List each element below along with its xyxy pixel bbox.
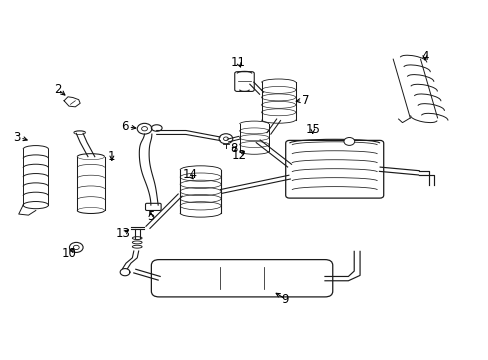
Text: 7: 7 — [302, 94, 309, 107]
FancyBboxPatch shape — [285, 140, 383, 198]
Circle shape — [223, 137, 228, 140]
Circle shape — [137, 123, 152, 134]
Text: 14: 14 — [182, 168, 197, 181]
FancyBboxPatch shape — [234, 72, 254, 91]
Text: 5: 5 — [147, 210, 154, 223]
Text: 1: 1 — [108, 150, 115, 163]
Text: 10: 10 — [61, 247, 76, 260]
Circle shape — [142, 127, 147, 131]
FancyBboxPatch shape — [151, 260, 332, 297]
Text: 11: 11 — [231, 56, 245, 69]
Text: 12: 12 — [232, 149, 246, 162]
Text: 4: 4 — [420, 50, 428, 63]
Text: 9: 9 — [281, 293, 288, 306]
Circle shape — [69, 242, 83, 252]
Text: 6: 6 — [121, 121, 128, 134]
Text: 15: 15 — [305, 123, 320, 136]
Text: 8: 8 — [230, 142, 237, 155]
Text: 3: 3 — [13, 131, 20, 144]
FancyBboxPatch shape — [145, 203, 161, 211]
Circle shape — [343, 138, 354, 145]
Text: 2: 2 — [54, 83, 62, 96]
Text: 13: 13 — [116, 227, 131, 240]
Circle shape — [219, 134, 232, 144]
Circle shape — [73, 245, 79, 249]
